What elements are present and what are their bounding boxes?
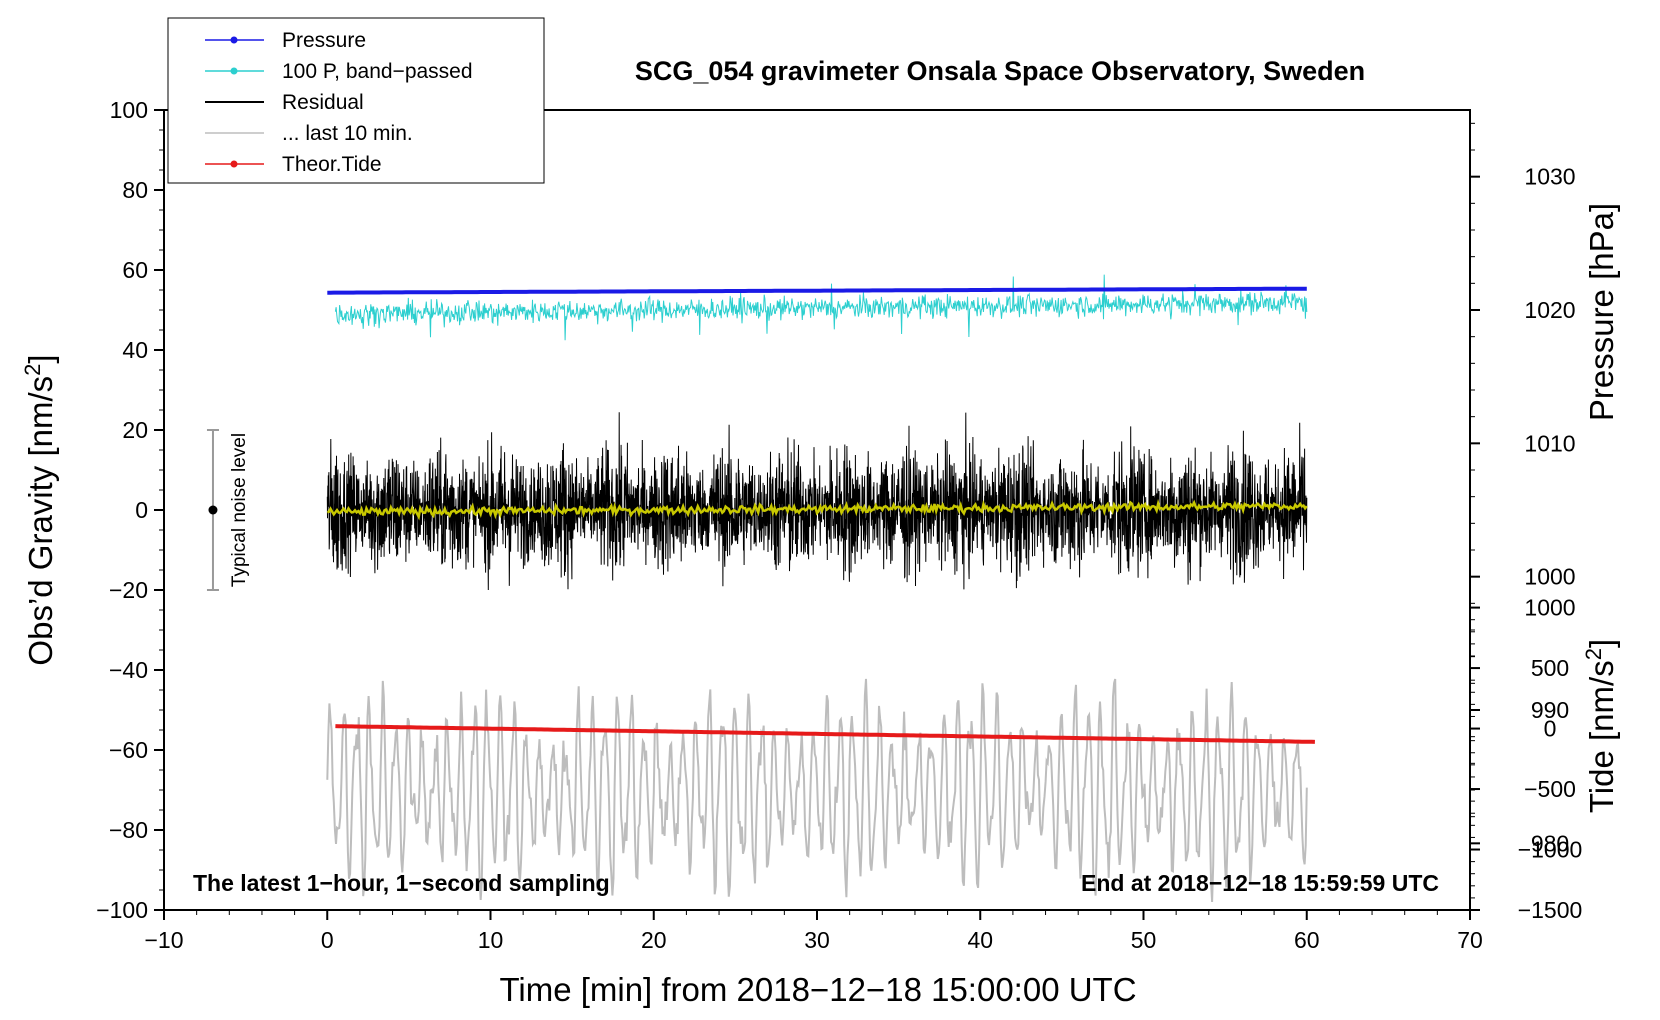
y-tick-label: 40 <box>122 337 148 363</box>
x-tick-label: 70 <box>1457 927 1483 953</box>
series-residual-smoothed <box>327 498 1308 521</box>
series-bandpassed-pressure <box>334 274 1308 341</box>
y-tick-label: 100 <box>110 97 148 123</box>
x-tick-label: 40 <box>967 927 993 953</box>
y-tick-label: −80 <box>109 817 148 843</box>
x-tick-label: 60 <box>1294 927 1320 953</box>
y-tick-label: −60 <box>109 737 148 763</box>
tide-tick-label: −1000 <box>1518 837 1583 863</box>
tide-title-close: ] <box>1583 639 1620 648</box>
annotation-sampling: The latest 1−hour, 1−second sampling <box>193 870 610 896</box>
y-tick-label: 20 <box>122 417 148 443</box>
axes-layer: −10 0 10 20 30 40 50 60 70100806040200−20−40−60−… <box>96 97 1582 953</box>
y-axis-title-close: ] <box>22 354 59 363</box>
tide-title-text: Tide [nm/s <box>1583 660 1620 813</box>
noise-indicator: Typical noise level <box>206 429 250 591</box>
tide-tick-label: −1500 <box>1518 897 1583 923</box>
y-tick-label: 60 <box>122 257 148 283</box>
pressure-tick-label: 1010 <box>1524 430 1575 456</box>
legend-label: 100 P, band−passed <box>282 60 473 83</box>
pressure-tick-label: 1030 <box>1524 164 1575 190</box>
pressure-tick-label: 980 <box>1531 830 1569 856</box>
legend-label: Pressure <box>282 29 366 52</box>
series-last-10-min <box>326 678 1308 903</box>
y-tick-label: −100 <box>96 897 148 923</box>
x-tick-label: 30 <box>804 927 830 953</box>
x-tick-label: −10 <box>144 927 183 953</box>
y-tick-label: −20 <box>109 577 148 603</box>
noise-center-dot <box>208 505 218 515</box>
noise-indicator-label: Typical noise level <box>229 433 250 587</box>
pressure-tick-label: 990 <box>1531 697 1569 723</box>
y-tick-label: −40 <box>109 657 148 683</box>
series-layer <box>326 274 1315 903</box>
y-tick-label: 80 <box>122 177 148 203</box>
legend-swatch-marker <box>230 160 238 168</box>
tide-title-superscript: 2 <box>1581 648 1606 660</box>
y-axis-title-tide: Tide [nm/s2] <box>1581 639 1620 813</box>
series-theoretical-tide <box>335 724 1315 744</box>
legend-label: Theor.Tide <box>282 153 382 176</box>
x-tick-label: 10 <box>478 927 504 953</box>
y-axis-title-superscript: 2 <box>20 364 45 376</box>
legend-swatch-marker <box>230 67 238 75</box>
legend-label: Residual <box>282 91 364 114</box>
chart-title: SCG_054 gravimeter Onsala Space Observat… <box>635 56 1365 86</box>
x-tick-label: 0 <box>321 927 334 953</box>
legend-label: ... last 10 min. <box>282 122 413 145</box>
pressure-tick-label: 1020 <box>1524 297 1575 323</box>
tide-tick-label: 0 <box>1544 716 1557 742</box>
tide-tick-label: 500 <box>1531 655 1569 681</box>
y-axis-title-left: Obs’d Gravity [nm/s2] <box>20 354 59 665</box>
tide-tick-label: 1000 <box>1524 595 1575 621</box>
x-tick-label: 50 <box>1131 927 1157 953</box>
x-axis-title: Time [min] from 2018−12−18 15:00:00 UTC <box>499 971 1136 1008</box>
y-axis-title-text: Obs’d Gravity [nm/s <box>22 376 59 666</box>
pressure-tick-label: 1000 <box>1524 564 1575 590</box>
legend-swatch-marker <box>230 36 238 44</box>
x-tick-label: 20 <box>641 927 667 953</box>
annotation-end-time: End at 2018−12−18 15:59:59 UTC <box>1081 870 1439 896</box>
legend: Pressure 100 P, band−passed Residual ... la… <box>167 17 545 184</box>
y-axis-title-pressure: Pressure [hPa] <box>1583 203 1620 421</box>
tide-tick-label: −500 <box>1524 776 1576 802</box>
y-tick-label: 0 <box>135 497 148 523</box>
series-pressure <box>327 286 1307 295</box>
legend-box <box>167 17 545 184</box>
